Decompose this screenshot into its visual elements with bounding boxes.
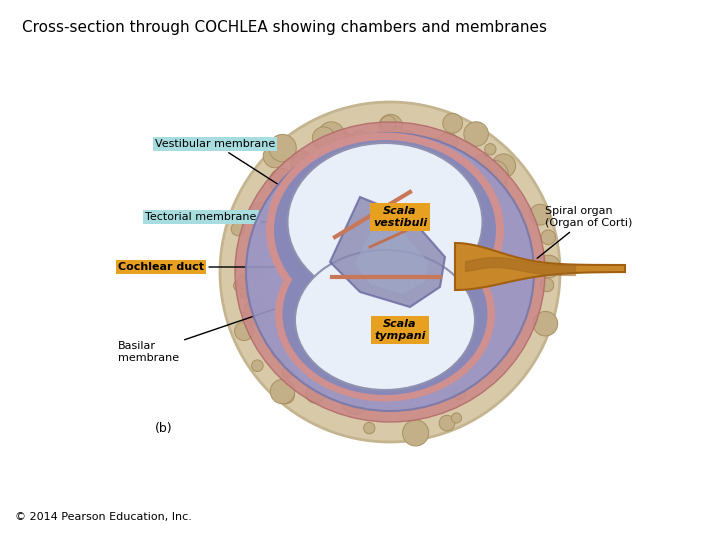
Circle shape: [533, 312, 558, 336]
Circle shape: [253, 212, 272, 231]
Circle shape: [438, 132, 458, 152]
Text: Basilar
membrane: Basilar membrane: [118, 281, 357, 363]
Circle shape: [220, 102, 560, 442]
Circle shape: [276, 386, 294, 404]
Text: Vestibular membrane: Vestibular membrane: [155, 139, 338, 222]
Circle shape: [341, 387, 369, 414]
Circle shape: [325, 127, 348, 151]
Circle shape: [538, 255, 560, 278]
Circle shape: [530, 204, 550, 225]
Circle shape: [492, 154, 516, 178]
Circle shape: [251, 360, 264, 372]
Circle shape: [481, 160, 508, 187]
Circle shape: [540, 278, 554, 292]
Circle shape: [351, 131, 372, 152]
Circle shape: [439, 415, 455, 431]
Circle shape: [452, 387, 466, 400]
Circle shape: [243, 299, 271, 326]
Circle shape: [306, 384, 325, 403]
Circle shape: [231, 222, 245, 236]
Circle shape: [264, 145, 287, 168]
Ellipse shape: [246, 133, 534, 411]
Circle shape: [443, 113, 462, 133]
Circle shape: [464, 122, 488, 146]
Circle shape: [292, 151, 312, 171]
Text: (b): (b): [155, 422, 173, 435]
Circle shape: [427, 138, 443, 153]
Circle shape: [318, 122, 345, 148]
Ellipse shape: [295, 250, 475, 390]
Polygon shape: [355, 222, 428, 294]
Polygon shape: [330, 197, 445, 307]
Circle shape: [292, 153, 317, 179]
Ellipse shape: [282, 233, 487, 395]
Ellipse shape: [266, 132, 504, 327]
Text: Scala
tympani: Scala tympani: [374, 319, 426, 341]
Ellipse shape: [274, 140, 496, 320]
Circle shape: [282, 367, 293, 378]
Circle shape: [269, 134, 296, 161]
Circle shape: [238, 275, 251, 289]
Circle shape: [402, 420, 428, 446]
Circle shape: [489, 174, 507, 192]
Circle shape: [451, 413, 462, 423]
Circle shape: [379, 114, 402, 138]
Circle shape: [541, 230, 556, 245]
Text: Cross-section through COCHLEA showing chambers and membranes: Cross-section through COCHLEA showing ch…: [22, 20, 547, 35]
Text: Tectorial membrane: Tectorial membrane: [145, 212, 408, 234]
Text: Spiral organ
(Organ of Corti): Spiral organ (Organ of Corti): [537, 206, 632, 258]
Circle shape: [270, 379, 294, 404]
Ellipse shape: [235, 122, 545, 422]
Circle shape: [248, 267, 264, 282]
Polygon shape: [455, 243, 625, 290]
Circle shape: [312, 127, 335, 150]
Circle shape: [233, 280, 244, 291]
Circle shape: [485, 144, 496, 155]
Circle shape: [364, 422, 375, 434]
Circle shape: [381, 116, 396, 131]
Circle shape: [333, 133, 356, 156]
Circle shape: [269, 168, 294, 193]
Ellipse shape: [287, 143, 482, 301]
Text: © 2014 Pearson Education, Inc.: © 2014 Pearson Education, Inc.: [15, 512, 192, 522]
Ellipse shape: [275, 226, 495, 402]
Circle shape: [472, 154, 489, 171]
Circle shape: [400, 131, 415, 146]
Circle shape: [483, 178, 505, 199]
Circle shape: [240, 288, 251, 298]
Text: Scala
vestibuli: Scala vestibuli: [373, 206, 427, 228]
Circle shape: [276, 353, 288, 364]
Circle shape: [251, 202, 271, 224]
Text: Cochlear duct: Cochlear duct: [118, 262, 347, 272]
Circle shape: [235, 322, 253, 341]
Circle shape: [271, 346, 284, 359]
